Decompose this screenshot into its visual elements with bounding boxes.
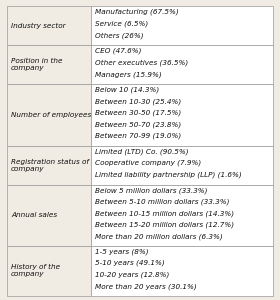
Text: Registration status of
company: Registration status of company <box>11 158 89 172</box>
Text: 5-10 years (49.1%): 5-10 years (49.1%) <box>95 260 165 266</box>
Text: History of the
company: History of the company <box>11 264 60 278</box>
Text: CEO (47.6%): CEO (47.6%) <box>95 48 141 54</box>
Text: Other executives (36.5%): Other executives (36.5%) <box>95 59 188 66</box>
Text: Between 5-10 million dollars (33.3%): Between 5-10 million dollars (33.3%) <box>95 199 229 205</box>
Text: Others (26%): Others (26%) <box>95 32 143 39</box>
Text: Manufacturing (67.5%): Manufacturing (67.5%) <box>95 8 179 15</box>
Text: More than 20 years (30.1%): More than 20 years (30.1%) <box>95 283 197 290</box>
Bar <box>91 6 273 45</box>
Bar <box>91 146 273 185</box>
Text: Position in the
company: Position in the company <box>11 58 62 71</box>
Text: 10-20 years (12.8%): 10-20 years (12.8%) <box>95 272 169 278</box>
Bar <box>7 146 91 185</box>
Text: More than 20 million dollars (6.3%): More than 20 million dollars (6.3%) <box>95 233 223 239</box>
Text: Between 50-70 (23.8%): Between 50-70 (23.8%) <box>95 121 181 128</box>
Bar <box>91 185 273 246</box>
Bar <box>7 246 91 296</box>
Text: Annual sales: Annual sales <box>11 212 57 218</box>
Text: Limited (LTD) Co. (90.5%): Limited (LTD) Co. (90.5%) <box>95 148 188 154</box>
Text: 1-5 years (8%): 1-5 years (8%) <box>95 248 148 255</box>
Text: Number of employees: Number of employees <box>11 112 91 118</box>
Bar <box>7 45 91 84</box>
Text: Industry sector: Industry sector <box>11 22 66 28</box>
Text: Between 70-99 (19.0%): Between 70-99 (19.0%) <box>95 133 181 139</box>
Text: Between 30-50 (17.5%): Between 30-50 (17.5%) <box>95 110 181 116</box>
Text: Below 10 (14.3%): Below 10 (14.3%) <box>95 87 159 93</box>
Bar <box>91 246 273 296</box>
Bar <box>7 84 91 146</box>
Text: Service (6.5%): Service (6.5%) <box>95 20 148 27</box>
Text: Below 5 million dollars (33.3%): Below 5 million dollars (33.3%) <box>95 187 207 194</box>
Bar <box>91 84 273 146</box>
Text: Between 10-30 (25.4%): Between 10-30 (25.4%) <box>95 98 181 105</box>
Bar <box>91 45 273 84</box>
Bar <box>7 6 91 45</box>
Text: Between 15-20 million dollars (12.7%): Between 15-20 million dollars (12.7%) <box>95 221 234 228</box>
Bar <box>7 185 91 246</box>
Text: Cooperative company (7.9%): Cooperative company (7.9%) <box>95 160 201 166</box>
Text: Limited liability partnership (LLP) (1.6%): Limited liability partnership (LLP) (1.6… <box>95 172 242 178</box>
Text: Managers (15.9%): Managers (15.9%) <box>95 71 162 78</box>
Text: Between 10-15 million dollars (14.3%): Between 10-15 million dollars (14.3%) <box>95 210 234 217</box>
